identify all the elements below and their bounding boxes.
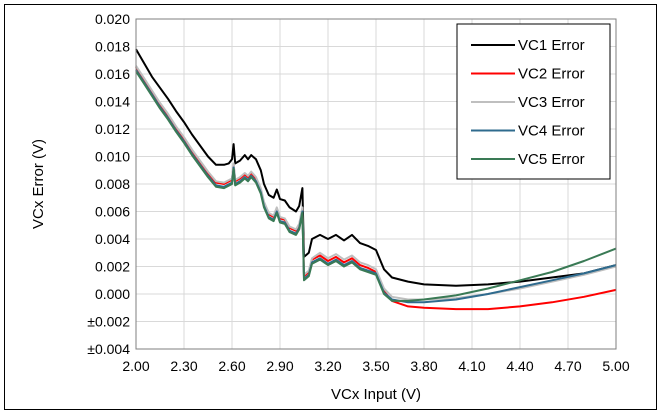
series-line-vc1: [135, 48, 617, 287]
y-tick-label: 0.000: [95, 286, 130, 302]
x-tick-label: 2.90: [266, 358, 293, 374]
y-tick-label: 0.006: [95, 204, 130, 220]
series-lines: [135, 48, 617, 311]
legend-label: VC3 Error: [518, 94, 585, 111]
y-tick-label: 0.012: [95, 121, 130, 137]
y-tick-label: ±0.002: [87, 314, 130, 330]
y-tick-label: 0.014: [95, 94, 130, 110]
x-tick-label: 2.00: [122, 358, 149, 374]
legend-label: VC2 Error: [518, 66, 585, 83]
x-axis-ticks: 2.00 2.30 2.60 2.90 3.20 3.50 3.80 4.10 4.40 4.70…: [122, 358, 629, 374]
y-tick-label: 0.002: [95, 259, 130, 275]
chart-frame: 0.020 0.018 0.016 0.014 0.012 0.010 0.008 0.006…: [4, 4, 657, 410]
y-tick-label: ±0.004: [87, 341, 130, 357]
line-chart: 0.020 0.018 0.016 0.014 0.012 0.010 0.008 0.006…: [30, 11, 630, 403]
x-tick-label: 3.80: [410, 358, 437, 374]
x-tick-label: 4.10: [458, 358, 485, 374]
y-tick-label: 0.008: [95, 176, 130, 192]
y-tick-label: 0.020: [95, 11, 130, 27]
legend-label: VC5 Error: [518, 151, 585, 168]
y-tick-label: 0.004: [95, 231, 130, 247]
y-tick-label: 0.010: [95, 149, 130, 165]
legend-label: VC1 Error: [518, 37, 585, 54]
y-tick-label: 0.018: [95, 39, 130, 55]
x-axis-title: VCx Input (V): [331, 386, 421, 403]
x-tick-label: 2.60: [218, 358, 245, 374]
x-tick-label: 5.00: [602, 358, 629, 374]
series-line-vc3: [135, 65, 617, 301]
x-tick-label: 4.70: [554, 358, 581, 374]
plot-area-border: [135, 18, 617, 350]
y-axis-title: VCx Error (V): [30, 139, 47, 229]
x-tick-label: 2.30: [170, 358, 197, 374]
y-axis-ticks: 0.020 0.018 0.016 0.014 0.012 0.010 0.008 0.006…: [87, 11, 130, 357]
y-tick-label: 0.016: [95, 66, 130, 82]
x-tick-label: 3.50: [362, 358, 389, 374]
x-tick-label: 4.40: [506, 358, 533, 374]
legend-label: VC4 Error: [518, 123, 585, 140]
series-line-vc5: [135, 70, 617, 302]
x-tick-label: 3.20: [314, 358, 341, 374]
legend: VC1 Error VC2 Error VC3 Error VC4 Error VC5 …: [456, 23, 611, 180]
